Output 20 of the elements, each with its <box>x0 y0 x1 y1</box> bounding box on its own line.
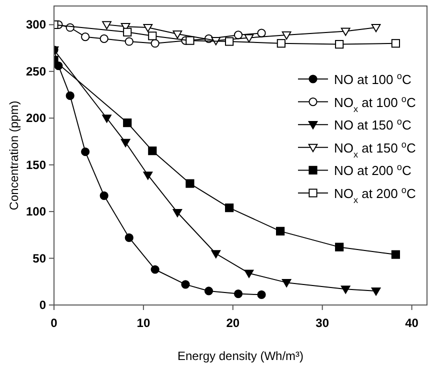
y-tick-label: 300 <box>26 18 46 32</box>
y-axis-title: Concentration (ppm) <box>7 100 21 210</box>
y-tick-label: 250 <box>26 64 46 78</box>
x-tick-label: 0 <box>50 316 58 330</box>
y-tick-label: 200 <box>26 111 46 126</box>
y-tick-label: 50 <box>32 251 46 266</box>
legend-label: NO$_{x}$ at 150 $^{o}$C <box>334 139 416 160</box>
x-tick-label: 20 <box>226 316 240 330</box>
legend-label: NO at 100 $^{o}$C <box>334 71 412 87</box>
x-tick-label: 10 <box>136 316 150 330</box>
y-tick-label: 100 <box>26 204 46 219</box>
x-tick-label: 40 <box>405 316 419 330</box>
legend-label: NO at 150 $^{o}$C <box>334 116 412 133</box>
legend-label: NO$_{x}$ at 200 $^{o}$C <box>334 185 416 205</box>
y-tick-label: 0 <box>39 298 46 312</box>
legend-label: NO at 200 $^{o}$C <box>334 162 412 178</box>
x-tick-label: 30 <box>316 316 330 330</box>
y-tick-label: 150 <box>26 158 46 172</box>
x-axis-title: Energy density (Wh/m³) <box>177 349 304 363</box>
legend-label: NO$_{x}$ at 100 $^{o}$C <box>334 94 416 114</box>
